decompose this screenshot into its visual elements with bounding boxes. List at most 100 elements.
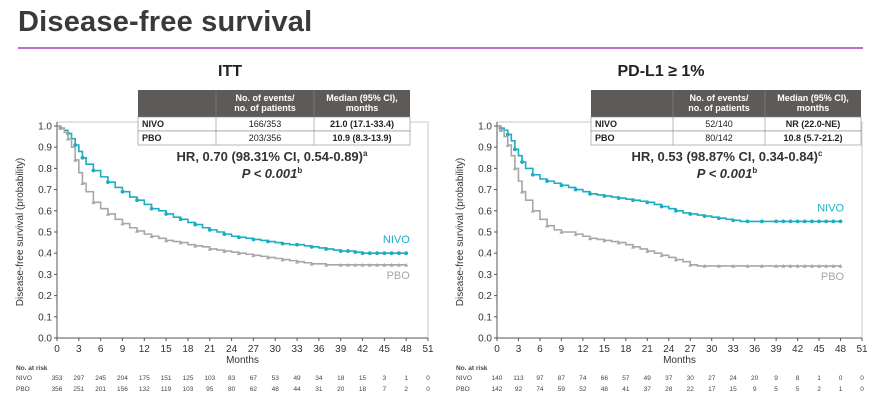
y-tick-label: 0.9 [478,143,492,154]
censor-mark [346,249,350,253]
panel-title: PD-L1 ≥ 1% [617,63,704,80]
at-risk-value: 201 [95,386,106,393]
at-risk-value: 0 [426,386,430,393]
at-risk-value: 97 [536,375,544,382]
at-risk-value: 74 [579,375,587,382]
table-header-bg [138,90,410,117]
table-cell: 166/353 [249,119,282,129]
censor-mark [659,253,664,258]
y-tick-label: 0.4 [38,249,52,260]
hazard-ratio-text: HR, 0.70 (98.31% CI, 0.54-0.89)a [177,149,368,164]
censor-mark [759,263,764,268]
x-tick-label: 27 [248,344,260,355]
at-risk-header: No. at risk [16,365,48,372]
censor-mark [58,126,63,130]
x-tick-label: 12 [577,344,589,355]
table-cell: PBO [595,133,615,143]
censor-mark [838,263,843,268]
at-risk-value: 20 [337,386,345,393]
x-tick-label: 51 [422,344,434,355]
censor-mark [731,218,736,223]
series-line-pbo [497,125,841,267]
at-risk-value: 49 [293,375,301,382]
censor-mark [193,243,198,248]
censor-mark [505,143,510,147]
x-tick-label: 6 [98,344,104,355]
at-risk-value: 2 [404,386,408,393]
x-tick-label: 18 [620,344,632,355]
at-risk-value: 251 [73,386,84,393]
at-risk-row-label: PBO [456,386,470,393]
censor-mark [817,263,822,268]
x-tick-label: 21 [204,344,216,355]
censor-mark [106,180,110,185]
x-tick-label: 42 [792,344,804,355]
y-tick-label: 0.9 [38,143,52,154]
censor-mark [353,250,358,255]
censor-mark [795,263,800,268]
hazard-ratio-value: HR, 0.70 (98.31% CI, 0.54-0.89) [177,149,363,164]
series-label-pbo: PBO [821,271,845,283]
at-risk-value: 0 [839,375,843,382]
at-risk-value: 34 [315,375,323,382]
at-risk-value: 80 [228,386,236,393]
table-header-cell: no. of patients [688,103,750,113]
censor-mark [324,262,329,267]
censor-mark [573,187,578,192]
at-risk-value: 8 [796,375,800,382]
censor-mark [367,251,372,256]
censor-mark [397,251,401,256]
series-markers-pbo [498,128,843,268]
censor-mark [645,249,650,253]
y-tick-label: 0.7 [38,185,52,196]
censor-mark [91,200,96,205]
x-tick-label: 9 [120,344,126,355]
censor-mark [193,222,198,227]
at-risk-value: 9 [753,386,757,393]
censor-mark [73,143,78,147]
at-risk-value: 52 [579,386,587,393]
at-risk-value: 0 [426,375,430,382]
censor-mark [810,219,814,224]
y-tick-label: 0.2 [478,291,492,302]
at-risk-value: 1 [817,375,821,382]
censor-mark [164,238,169,243]
table-header-cell: Median (95% CI), [777,93,849,103]
at-risk-value: 156 [117,386,128,393]
y-tick-label: 0.1 [478,312,492,323]
table-cell: PBO [142,133,162,143]
censor-mark [616,240,621,245]
at-risk-value: 74 [536,386,544,393]
at-risk-value: 5 [774,386,778,393]
censor-mark [265,255,270,260]
censor-mark [831,263,836,268]
censor-mark [382,251,387,256]
censor-mark [688,212,693,216]
at-risk-value: 95 [206,386,214,393]
p-value: P < 0.001 [697,166,753,181]
censor-mark [838,219,843,224]
at-risk-value: 53 [272,375,280,382]
y-tick-label: 0.5 [38,228,52,239]
series-markers-nivo [498,126,843,224]
summary-table: No. of events/no. of patients Median (95%… [590,90,862,146]
censor-mark [280,241,285,246]
x-tick-label: 48 [401,344,413,355]
y-tick-label: 0.6 [478,206,492,217]
y-tick-label: 0.3 [478,270,492,281]
censor-mark [338,249,343,253]
censor-mark [645,200,650,205]
at-risk-value: 18 [337,375,345,382]
x-axis-label: Months [226,355,259,366]
at-risk-value: 175 [139,375,150,382]
at-risk-value: 142 [492,386,503,393]
x-tick-label: 27 [685,344,697,355]
series-label-nivo: NIVO [383,234,410,246]
x-axis-label: Months [663,355,696,366]
y-tick-label: 0.0 [478,334,492,345]
table-header-cell: no. of patients [234,103,296,113]
p-value: P < 0.001 [242,166,298,181]
table-row [137,130,411,146]
